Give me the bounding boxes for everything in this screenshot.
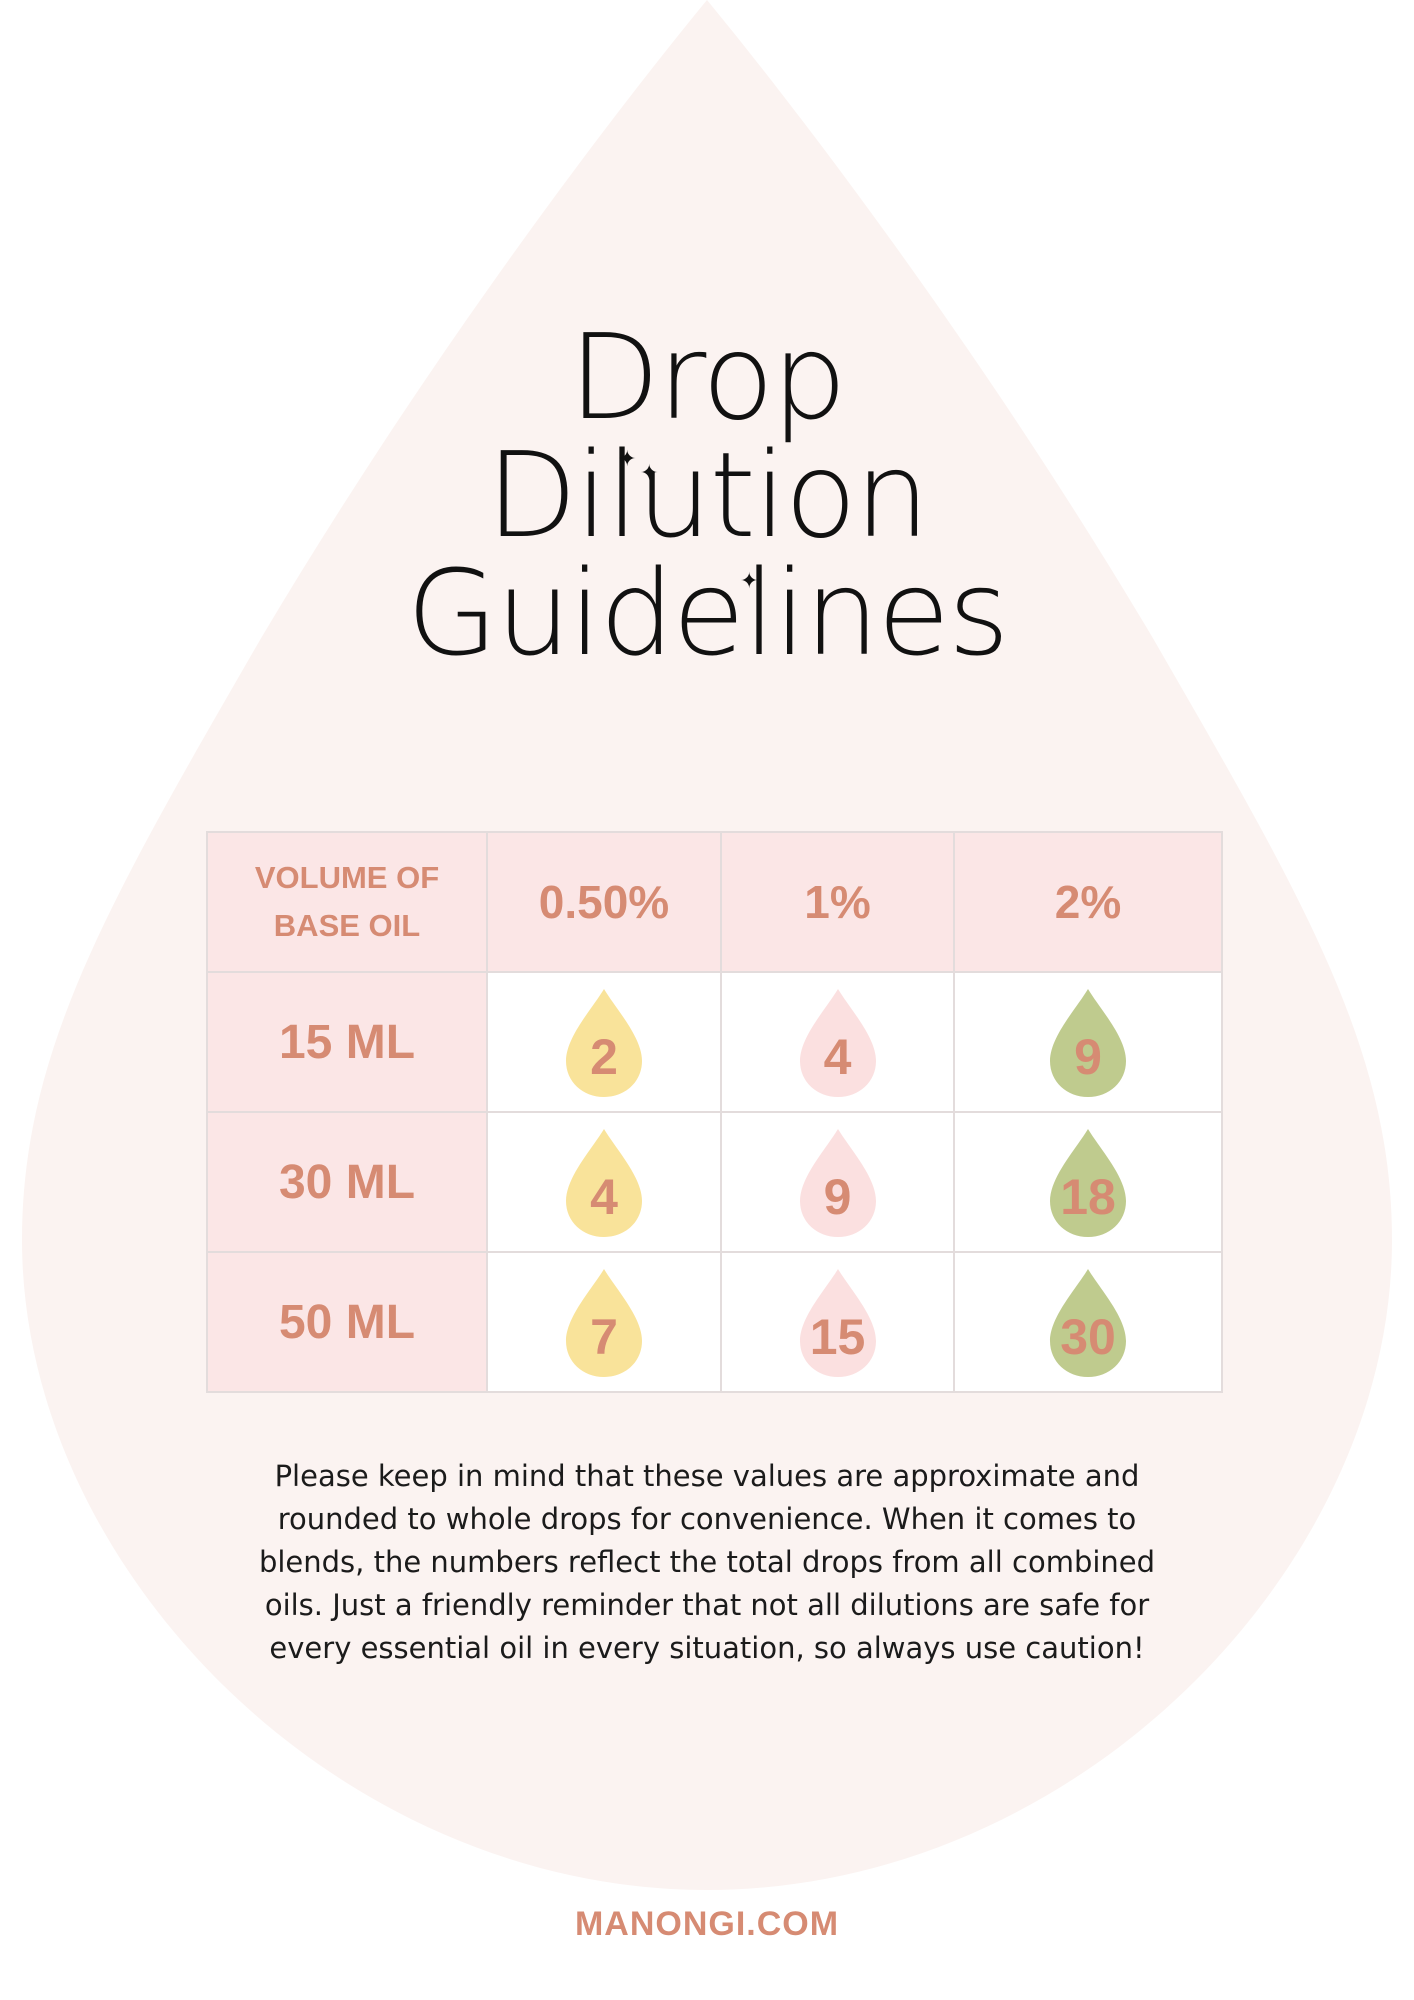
table-row: 30 ML 4 9 18: [206, 1111, 1223, 1253]
drop-count-cell: 18: [953, 1111, 1223, 1253]
volume-label: 50 ML: [206, 1251, 488, 1393]
drop-count-cell: 2: [486, 971, 722, 1113]
drop-icon: [799, 1269, 876, 1377]
title-line-2: Dilution: [486, 426, 929, 564]
drop-count: 9: [1074, 1029, 1102, 1085]
title-line-1: Drop: [569, 308, 847, 446]
dilution-table: VOLUME OF BASE OIL 0.50% 1% 2% 15 ML 2 4…: [206, 831, 1223, 1393]
drop-count-cell: 9: [720, 1111, 955, 1253]
sparkle-icon: ✦: [640, 460, 659, 485]
drop-icon: [1050, 1269, 1126, 1377]
dilution-column-header: 0.50%: [486, 831, 722, 973]
table-row: 50 ML 7 15 30: [206, 1251, 1223, 1393]
drop-count-cell: 9: [953, 971, 1223, 1113]
drop-count: 2: [590, 1029, 618, 1085]
website-link[interactable]: MANONGI.COM: [574, 1905, 840, 1943]
drop-count: 9: [823, 1169, 852, 1225]
table-header-row: VOLUME OF BASE OIL 0.50% 1% 2%: [206, 831, 1223, 973]
drop-count-cell: 15: [720, 1251, 955, 1393]
drop-icon: [566, 1129, 642, 1237]
drop-icon: [799, 989, 876, 1097]
table-row: 15 ML 2 4 9: [206, 971, 1223, 1113]
drop-count: 15: [809, 1309, 866, 1365]
drop-count: 4: [823, 1029, 852, 1085]
drop-count-cell: 30: [953, 1251, 1223, 1393]
volume-label: 30 ML: [206, 1111, 488, 1253]
drop-count: 7: [590, 1309, 618, 1365]
drop-icon: [566, 989, 642, 1097]
dilution-column-header: 1%: [720, 831, 955, 973]
drop-count-cell: 4: [486, 1111, 722, 1253]
drop-count: 30: [1060, 1309, 1116, 1365]
volume-label: 15 ML: [206, 971, 488, 1113]
drop-icon: [1050, 1129, 1126, 1237]
drop-count-cell: 7: [486, 1251, 722, 1393]
title-line-3: Guidelines: [406, 544, 1010, 682]
drop-count: 18: [1060, 1169, 1116, 1225]
drop-count-cell: 4: [720, 971, 955, 1113]
sparkle-icon: ✦: [740, 568, 759, 593]
sparkle-icon: ✦: [618, 446, 637, 471]
volume-column-header: VOLUME OF BASE OIL: [206, 831, 488, 973]
drop-icon: [1050, 989, 1126, 1097]
drop-count: 4: [590, 1169, 618, 1225]
disclaimer-note: Please keep in mind that these values ar…: [258, 1459, 1156, 1665]
drop-icon: [566, 1269, 642, 1377]
drop-icon: [799, 1129, 876, 1237]
page-title: Drop Dilution Guidelines: [0, 318, 1414, 672]
dilution-column-header: 2%: [953, 831, 1223, 973]
